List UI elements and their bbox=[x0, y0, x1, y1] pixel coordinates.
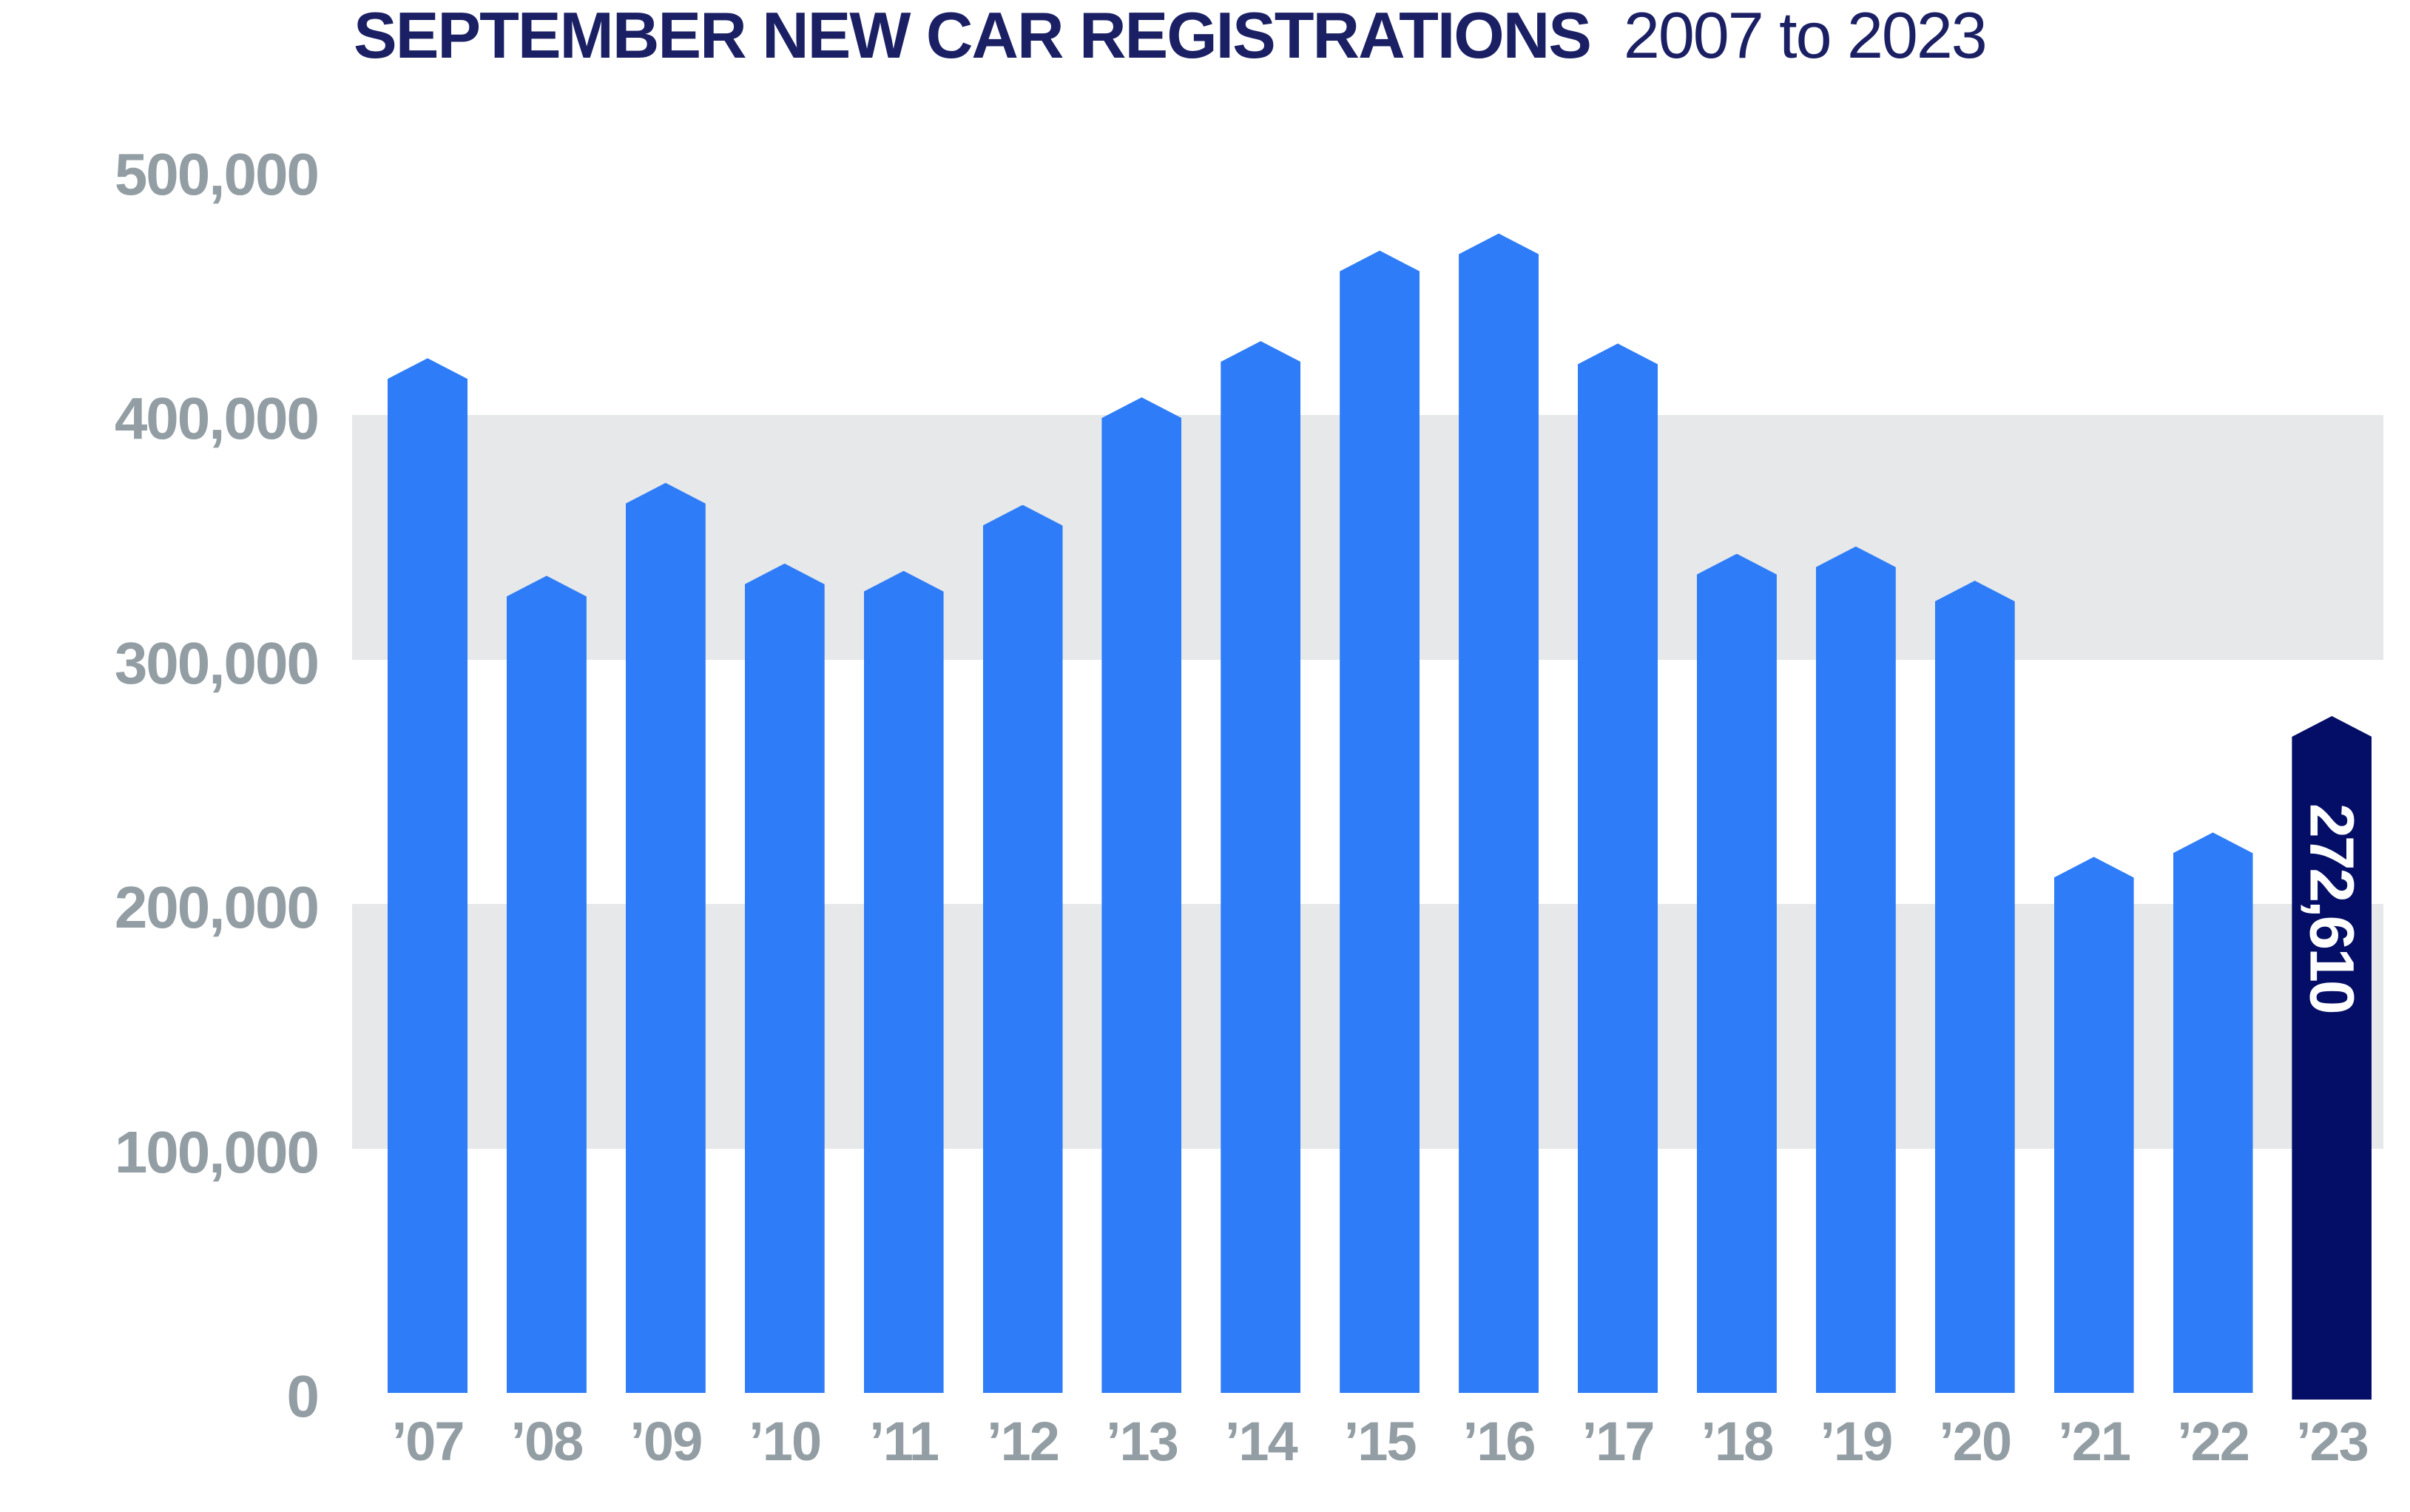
chart-title: SEPTEMBER NEW CAR REGISTRATIONS 2007 to … bbox=[354, 3, 1988, 68]
x-tick-label: ’08 bbox=[510, 1411, 584, 1472]
bar-22 bbox=[2173, 832, 2253, 1393]
x-tick-label: ’09 bbox=[629, 1411, 703, 1472]
x-tick-label: ’07 bbox=[391, 1411, 465, 1472]
chart-title-range: 2007 to 2023 bbox=[1623, 0, 1988, 72]
bar-16 bbox=[1459, 233, 1539, 1393]
bar-12 bbox=[982, 504, 1063, 1393]
highlight-value-label: 272,610 bbox=[2297, 803, 2367, 1013]
x-tick-label: ’10 bbox=[749, 1411, 822, 1472]
bar-18 bbox=[1696, 553, 1777, 1393]
x-tick-label: ’17 bbox=[1582, 1411, 1655, 1472]
bar-21 bbox=[2053, 857, 2134, 1393]
x-tick-label: ’12 bbox=[987, 1411, 1060, 1472]
x-tick-label: ’20 bbox=[1939, 1411, 2012, 1472]
y-tick-label: 300,000 bbox=[114, 630, 320, 696]
bar-17 bbox=[1578, 343, 1658, 1393]
bar-08 bbox=[506, 576, 587, 1393]
y-tick-label: 100,000 bbox=[114, 1118, 320, 1185]
bar-14 bbox=[1221, 341, 1301, 1393]
bar-11 bbox=[863, 570, 944, 1393]
y-tick-label: 500,000 bbox=[114, 141, 320, 207]
y-tick-label: 200,000 bbox=[114, 874, 320, 940]
y-tick-label: 400,000 bbox=[114, 385, 320, 451]
x-tick-label: ’18 bbox=[1701, 1411, 1774, 1472]
bar-15 bbox=[1340, 250, 1420, 1393]
bar-23: 272,610 bbox=[2292, 716, 2372, 1400]
y-tick-label: 0 bbox=[286, 1363, 320, 1429]
bar-19 bbox=[1815, 546, 1896, 1393]
x-tick-label: ’23 bbox=[2295, 1411, 2369, 1472]
bar-10 bbox=[744, 563, 825, 1393]
x-tick-label: ’14 bbox=[1224, 1411, 1298, 1472]
bar-20 bbox=[1934, 580, 2015, 1393]
x-tick-label: ’21 bbox=[2058, 1411, 2131, 1472]
x-tick-label: ’15 bbox=[1343, 1411, 1417, 1472]
x-tick-label: ’11 bbox=[869, 1411, 939, 1472]
x-tick-label: ’22 bbox=[2177, 1411, 2250, 1472]
x-tick-label: ’19 bbox=[1820, 1411, 1893, 1472]
chart-title-main: SEPTEMBER NEW CAR REGISTRATIONS bbox=[354, 0, 1592, 72]
bar-07 bbox=[388, 358, 468, 1393]
x-tick-label: ’16 bbox=[1462, 1411, 1536, 1472]
bar-13 bbox=[1101, 397, 1182, 1393]
x-tick-label: ’13 bbox=[1105, 1411, 1179, 1472]
bar-09 bbox=[625, 482, 706, 1393]
